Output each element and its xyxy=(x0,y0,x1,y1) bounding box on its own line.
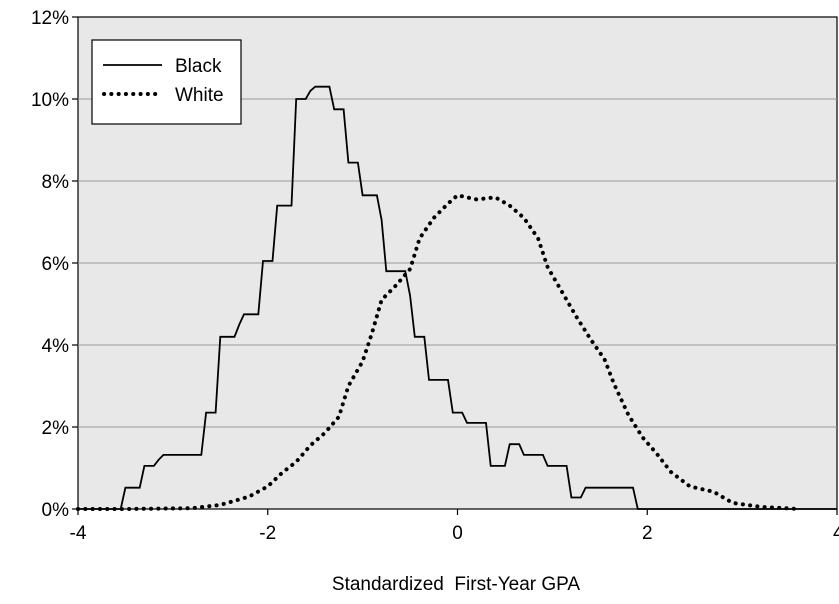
x-tick-label: -2 xyxy=(259,523,276,544)
series-layer xyxy=(76,85,837,511)
x-axis-title: Standardized First-Year GPA xyxy=(332,574,580,595)
legend-box xyxy=(91,39,242,125)
y-tick-label: 8% xyxy=(42,172,70,193)
legend-label-black: Black xyxy=(175,56,222,77)
x-tick-label: -4 xyxy=(70,523,87,544)
y-tick-label: 4% xyxy=(42,336,70,357)
series-line-black xyxy=(78,85,837,510)
y-tick-label: 2% xyxy=(42,418,70,439)
y-tick-label: 10% xyxy=(31,90,69,111)
x-tick-label: 2 xyxy=(642,523,653,544)
legend: Black White xyxy=(91,39,242,125)
x-tick-label: 4 xyxy=(833,523,839,544)
y-tick-label: 0% xyxy=(42,500,70,521)
x-axis: -4 -2 0 2 4 xyxy=(70,509,839,544)
legend-label-white: White xyxy=(175,85,224,106)
y-tick-label: 6% xyxy=(42,254,70,275)
x-tick-label: 0 xyxy=(452,523,463,544)
y-tick-label: 12% xyxy=(31,8,69,29)
series-line-white xyxy=(76,193,801,511)
y-axis: 0% 2% 4% 6% 8% 10% 12% xyxy=(31,8,78,521)
